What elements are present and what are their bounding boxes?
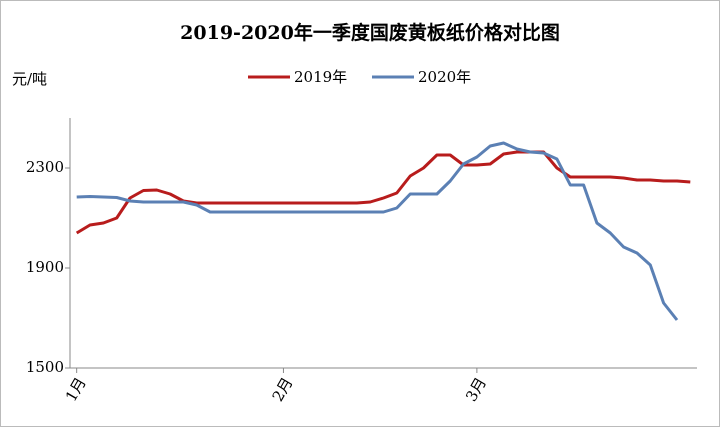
series-line: [76, 141, 679, 321]
y-tick-label: 1900: [26, 258, 64, 276]
y-axis-label: 元/吨: [12, 70, 47, 88]
y-tick-label: 2300: [26, 158, 64, 176]
y-tick-label: 1500: [26, 358, 64, 376]
legend-label: 2020年: [418, 68, 471, 86]
series-line: [75, 150, 691, 235]
legend-label: 2019年: [294, 68, 347, 86]
chart-title: 2019-2020年一季度国废黄板纸价格对比图: [180, 21, 560, 44]
